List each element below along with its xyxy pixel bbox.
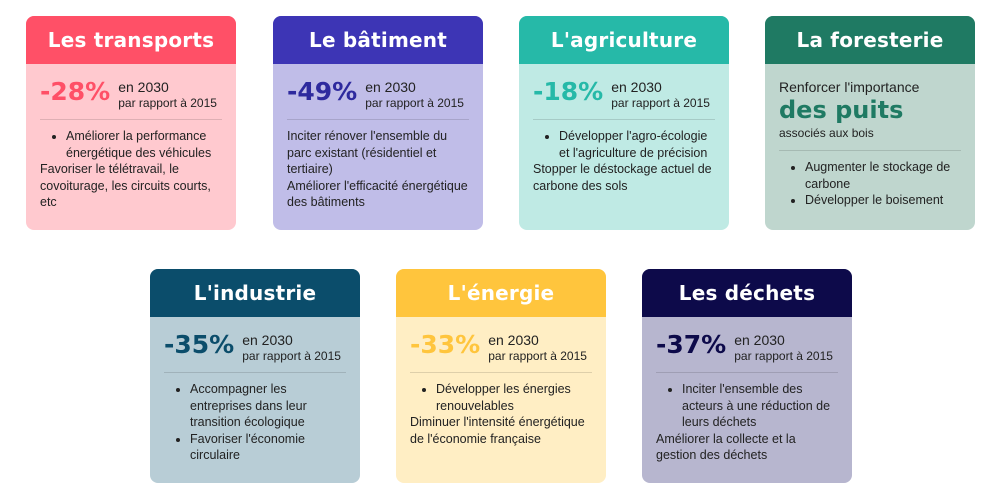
highlight-text: des puits bbox=[779, 96, 904, 124]
reference-year: par rapport à 2015 bbox=[734, 349, 833, 363]
card-transports: Les transports -28% en 2030 par rapport … bbox=[26, 16, 236, 230]
card-title-bar: Le bâtiment bbox=[273, 16, 483, 64]
card-industrie: L'industrie -35% en 2030 par rapport à 2… bbox=[150, 269, 360, 483]
reference-year: par rapport à 2015 bbox=[488, 349, 587, 363]
stat-text: en 2030 par rapport à 2015 bbox=[118, 76, 217, 111]
reference-year: par rapport à 2015 bbox=[242, 349, 341, 363]
measure-item: Développer le boisement bbox=[805, 192, 961, 209]
reduction-percent: -28% bbox=[40, 77, 111, 106]
reduction-percent: -35% bbox=[164, 330, 235, 359]
card-foresterie: La foresterie Renforcer l'importance des… bbox=[765, 16, 975, 230]
card-title: L'agriculture bbox=[550, 28, 698, 52]
measure-item: Développer l'agro-écologie et l'agricult… bbox=[559, 128, 715, 161]
measure-text: Améliorer la collecte et la gestion des … bbox=[656, 431, 796, 463]
target-year: en 2030 bbox=[488, 332, 539, 348]
measure-text: Stopper le déstockage actuel de carbone … bbox=[533, 162, 712, 193]
measure-list: Inciter l'ensemble des acteurs à une réd… bbox=[656, 381, 838, 431]
card-body: -37% en 2030 par rapport à 2015 Inciter … bbox=[642, 317, 852, 483]
target-year: en 2030 bbox=[734, 332, 785, 348]
measure-text: Inciter rénover l'ensemble du parc exist… bbox=[287, 129, 448, 176]
reduction-stat: -18% en 2030 par rapport à 2015 bbox=[533, 76, 715, 120]
target-year: en 2030 bbox=[118, 79, 169, 95]
stat-text: en 2030 par rapport à 2015 bbox=[734, 329, 833, 364]
reduction-percent: -49% bbox=[287, 77, 358, 106]
reference-year: par rapport à 2015 bbox=[611, 96, 710, 110]
card-title: L'industrie bbox=[193, 281, 317, 305]
card-title: Les transports bbox=[47, 28, 215, 52]
measure-item: Améliorer la performance énergétique des… bbox=[66, 128, 222, 161]
subtitle-text: associés aux bois bbox=[779, 124, 961, 151]
reduction-percent: -33% bbox=[410, 330, 481, 359]
card-body: -49% en 2030 par rapport à 2015 Inciter … bbox=[273, 64, 483, 230]
card-title-bar: L'agriculture bbox=[519, 16, 729, 64]
card-title-bar: L'énergie bbox=[396, 269, 606, 317]
measure-text: Favoriser le télétravail, le covoiturage… bbox=[40, 162, 211, 209]
card-energie: L'énergie -33% en 2030 par rapport à 201… bbox=[396, 269, 606, 483]
card-batiment: Le bâtiment -49% en 2030 par rapport à 2… bbox=[273, 16, 483, 230]
measure-item: Accompagner les entreprises dans leur tr… bbox=[190, 381, 346, 431]
reduction-stat: -28% en 2030 par rapport à 2015 bbox=[40, 76, 222, 120]
stat-text: en 2030 par rapport à 2015 bbox=[365, 76, 464, 111]
card-body: Renforcer l'importance des puits associé… bbox=[765, 64, 975, 230]
stat-text: en 2030 par rapport à 2015 bbox=[611, 76, 710, 111]
target-year: en 2030 bbox=[365, 79, 416, 95]
card-body: -18% en 2030 par rapport à 2015 Développ… bbox=[519, 64, 729, 230]
target-year: en 2030 bbox=[242, 332, 293, 348]
card-title: La foresterie bbox=[796, 28, 944, 52]
card-title: Les déchets bbox=[678, 281, 816, 305]
card-dechets: Les déchets -37% en 2030 par rapport à 2… bbox=[642, 269, 852, 483]
card-title-bar: La foresterie bbox=[765, 16, 975, 64]
measure-item: Développer les énergies renouvelables bbox=[436, 381, 592, 414]
stat-text: en 2030 par rapport à 2015 bbox=[488, 329, 587, 364]
measure-text: Diminuer l'intensité énergétique de l'éc… bbox=[410, 415, 585, 446]
card-body: -28% en 2030 par rapport à 2015 Améliore… bbox=[26, 64, 236, 230]
target-year: en 2030 bbox=[611, 79, 662, 95]
intro-text: Renforcer l'importance bbox=[779, 79, 920, 95]
reference-year: par rapport à 2015 bbox=[118, 96, 217, 110]
measure-list: Augmenter le stockage de carbone Dévelop… bbox=[779, 159, 961, 209]
measure-list: Accompagner les entreprises dans leur tr… bbox=[164, 381, 346, 464]
measure-item: Favoriser l'économie circulaire bbox=[190, 431, 346, 464]
measure-list: Améliorer la performance énergétique des… bbox=[40, 128, 222, 161]
measure-text: Améliorer l'efficacité énergétique des b… bbox=[287, 178, 468, 210]
card-title: Le bâtiment bbox=[309, 28, 447, 52]
card-agriculture: L'agriculture -18% en 2030 par rapport à… bbox=[519, 16, 729, 230]
card-title: L'énergie bbox=[447, 281, 555, 305]
reduction-stat: -35% en 2030 par rapport à 2015 bbox=[164, 329, 346, 373]
reduction-stat: -49% en 2030 par rapport à 2015 bbox=[287, 76, 469, 120]
reduction-stat: -33% en 2030 par rapport à 2015 bbox=[410, 329, 592, 373]
reference-year: par rapport à 2015 bbox=[365, 96, 464, 110]
reduction-stat: -37% en 2030 par rapport à 2015 bbox=[656, 329, 838, 373]
card-title-bar: Les transports bbox=[26, 16, 236, 64]
card-title-bar: L'industrie bbox=[150, 269, 360, 317]
measure-item: Augmenter le stockage de carbone bbox=[805, 159, 961, 192]
measure-list: Développer l'agro-écologie et l'agricult… bbox=[533, 128, 715, 161]
card-body: -35% en 2030 par rapport à 2015 Accompag… bbox=[150, 317, 360, 483]
card-body: -33% en 2030 par rapport à 2015 Développ… bbox=[396, 317, 606, 483]
measure-list: Développer les énergies renouvelables bbox=[410, 381, 592, 414]
reduction-percent: -18% bbox=[533, 77, 604, 106]
reduction-percent: -37% bbox=[656, 330, 727, 359]
measure-item: Inciter l'ensemble des acteurs à une réd… bbox=[682, 381, 838, 431]
card-title-bar: Les déchets bbox=[642, 269, 852, 317]
stat-text: en 2030 par rapport à 2015 bbox=[242, 329, 341, 364]
